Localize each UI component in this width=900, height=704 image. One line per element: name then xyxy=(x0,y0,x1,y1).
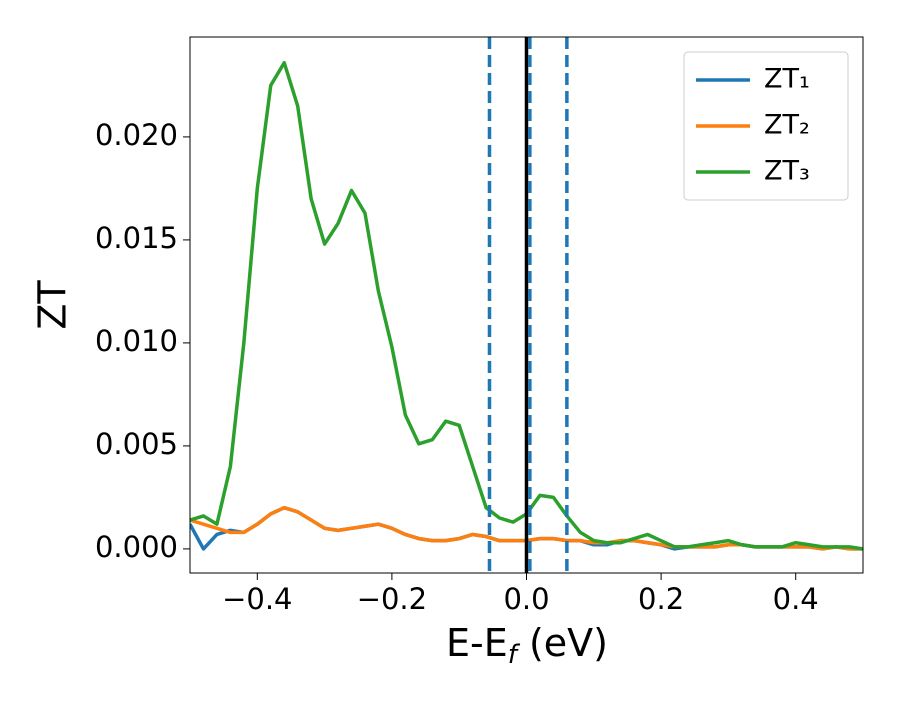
legend-label: ZT₁ xyxy=(764,64,810,95)
x-tick-label: −0.2 xyxy=(357,582,427,616)
x-tick-label: 0.0 xyxy=(503,582,549,616)
x-tick-label: −0.4 xyxy=(222,582,292,616)
legend-box xyxy=(683,51,849,201)
legend-label: ZT₃ xyxy=(764,156,810,187)
x-tick-label: 0.4 xyxy=(773,582,819,616)
y-tick-label: 0.005 xyxy=(95,427,178,461)
y-tick-label: 0.000 xyxy=(95,530,178,564)
y-axis-label: ZT xyxy=(31,280,75,330)
x-label-main: E-E xyxy=(446,621,508,665)
plot-area xyxy=(190,37,863,573)
legend-label: ZT₂ xyxy=(764,110,810,141)
x-label-rest: (eV) xyxy=(517,621,608,665)
y-tick-label: 0.015 xyxy=(95,221,178,255)
y-tick-label: 0.010 xyxy=(95,324,178,358)
plot-frame xyxy=(189,36,864,574)
x-tick-label: 0.2 xyxy=(638,582,684,616)
x-axis-label: E-Ef (eV) xyxy=(446,621,608,670)
y-tick-label: 0.020 xyxy=(95,118,178,152)
